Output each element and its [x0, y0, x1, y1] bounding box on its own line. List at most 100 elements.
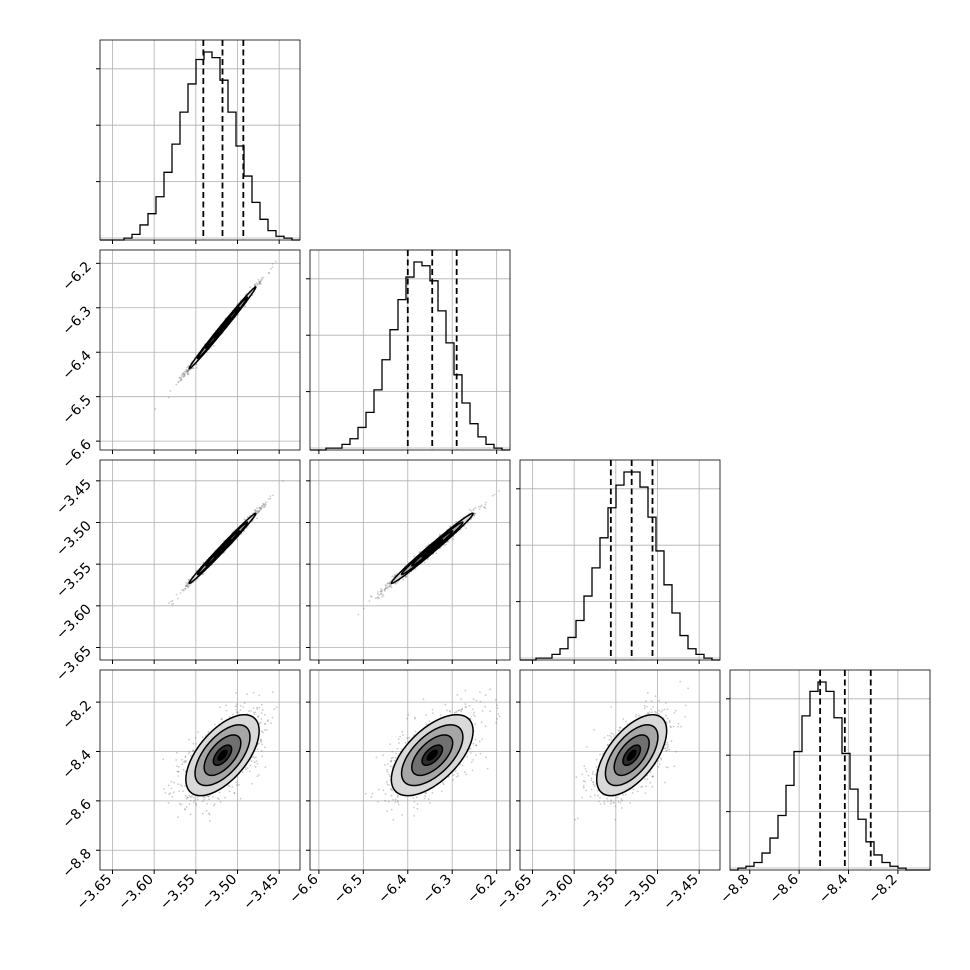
joint-inner-0 — [154, 260, 277, 410]
x-tick-label: −8.8 — [717, 872, 752, 907]
scatter-point — [185, 581, 188, 584]
scatter-point — [213, 803, 216, 805]
scatter-point — [443, 544, 446, 546]
scatter-point — [192, 801, 195, 804]
scatter-point — [260, 718, 263, 721]
scatter-point — [171, 600, 174, 602]
scatter-point — [185, 806, 188, 808]
scatter-point — [428, 543, 430, 546]
scatter-point — [260, 741, 262, 743]
scatter-point — [385, 584, 387, 587]
scatter-point — [262, 506, 265, 509]
scatter-point — [184, 808, 187, 811]
scatter-point — [258, 280, 261, 283]
scatter-point — [253, 711, 255, 714]
joint-inner-2 — [357, 490, 500, 616]
scatter-point — [190, 755, 192, 757]
scatter-point — [188, 578, 190, 581]
scatter-point — [202, 561, 205, 564]
scatter-point — [185, 585, 188, 588]
scatter-point — [263, 505, 266, 507]
scatter-point — [473, 508, 475, 510]
scatter-point — [192, 367, 195, 369]
scatter-point — [185, 760, 187, 762]
scatter-point — [472, 515, 475, 517]
scatter-point — [257, 278, 260, 281]
scatter-point — [386, 585, 389, 587]
scatter-point — [260, 507, 263, 510]
scatter-point — [357, 613, 360, 616]
histogram-step-1 — [310, 261, 510, 451]
scatter-point — [179, 592, 182, 594]
scatter-point — [185, 370, 188, 372]
scatter-point — [225, 709, 228, 712]
scatter-point — [237, 711, 240, 713]
scatter-point — [245, 768, 247, 771]
scatter-point — [469, 518, 472, 521]
scatter-point — [239, 704, 242, 707]
scatter-point — [387, 586, 390, 589]
scatter-point — [213, 345, 215, 347]
scatter-point — [255, 510, 257, 512]
scatter-point — [260, 505, 263, 507]
scatter-point — [369, 595, 372, 598]
scatter-point — [170, 600, 173, 603]
scatter-point — [259, 281, 261, 283]
y-tick-label: −3.65 — [53, 643, 95, 685]
scatter-point — [187, 579, 190, 581]
scatter-point — [254, 283, 257, 286]
scatter-point — [185, 584, 187, 587]
scatter-point — [267, 271, 270, 274]
scatter-point — [183, 373, 186, 376]
scatter-point — [452, 538, 455, 541]
scatter-point — [184, 587, 187, 590]
scatter-point — [234, 692, 237, 694]
scatter-point — [419, 550, 422, 553]
scatter-point — [242, 706, 245, 708]
scatter-point — [249, 286, 251, 289]
scatter-point — [269, 495, 272, 497]
scatter-point — [260, 279, 262, 282]
scatter-point — [260, 740, 263, 742]
scatter-point — [256, 507, 258, 510]
scatter-point — [171, 603, 173, 606]
scatter-point — [435, 552, 438, 555]
scatter-point — [388, 582, 390, 585]
scatter-point — [261, 278, 264, 281]
scatter-point — [245, 527, 248, 529]
scatter-point — [187, 585, 189, 588]
scatter-point — [186, 369, 189, 372]
scatter-point — [468, 508, 471, 511]
scatter-point — [255, 760, 258, 762]
scatter-point — [423, 561, 426, 564]
scatter-point — [236, 314, 239, 316]
scatter-point — [168, 793, 170, 796]
scatter-point — [244, 305, 247, 308]
histogram-panel-3: −8.8 −8.6 −8.4 −8.2 — [717, 669, 931, 907]
scatter-point — [206, 803, 209, 805]
scatter-point — [258, 774, 260, 776]
scatter-point — [426, 544, 429, 547]
scatter-point — [498, 490, 500, 492]
histogram-frame-1 — [309, 249, 511, 451]
scatter-point — [184, 587, 187, 590]
scatter-point — [449, 525, 452, 528]
scatter-point — [259, 282, 262, 285]
scatter-point — [258, 280, 261, 283]
scatter-point — [378, 594, 380, 596]
scatter-point — [257, 510, 259, 513]
scatter-point — [167, 784, 170, 787]
scatter-point — [252, 691, 255, 694]
scatter-point — [182, 372, 185, 375]
joint-panel-0-2: −3.65−3.60−3.55−3.50−3.45 — [53, 459, 301, 685]
scatter-point — [172, 602, 175, 605]
scatter-point — [236, 712, 239, 715]
scatter-point — [179, 378, 182, 380]
scatter-point — [455, 520, 458, 523]
scatter-point — [185, 797, 188, 800]
scatter-point — [270, 268, 272, 270]
scatter-point — [180, 375, 183, 377]
histogram-step-3 — [730, 681, 930, 871]
scatter-point — [257, 511, 259, 514]
contour-line-2 — [205, 530, 240, 567]
